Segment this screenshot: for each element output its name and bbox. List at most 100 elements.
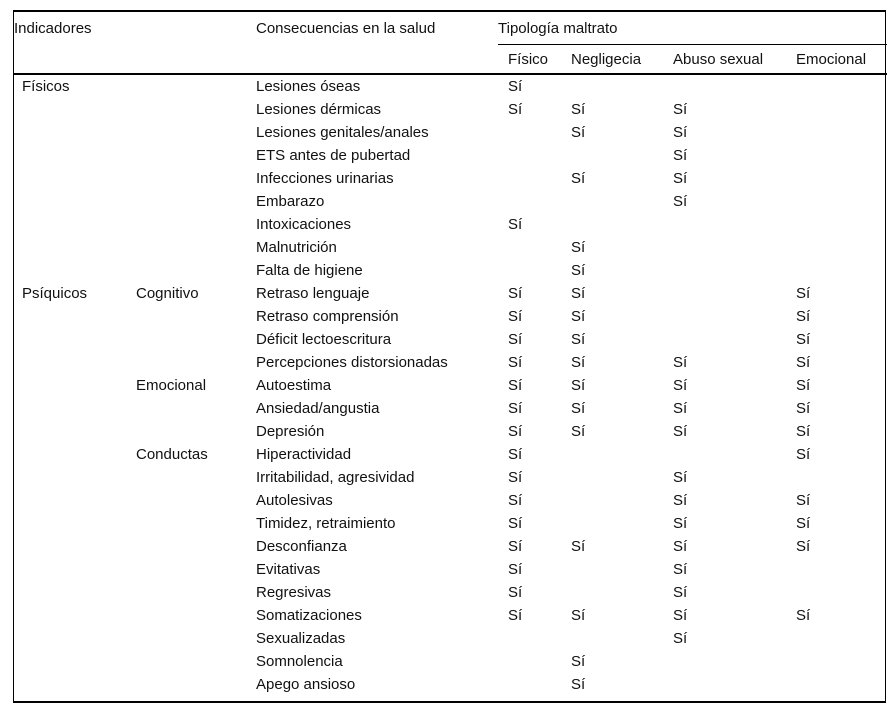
consequence-cell: Retraso comprensión (256, 308, 399, 325)
indicator-group-cell (14, 167, 136, 190)
indicator-subgroup-cell (136, 213, 256, 236)
emocional-cell (796, 144, 887, 167)
consequence-cell: Lesiones genitales/anales (256, 124, 429, 141)
indicator-group-cell (14, 627, 136, 650)
fisico-cell (498, 167, 571, 190)
table-row: Lesiones dérmicas Sí Sí Sí (14, 98, 887, 121)
fisico-cell (498, 627, 571, 650)
indicator-subgroup-cell (136, 167, 256, 190)
indicator-subgroup-cell (136, 236, 256, 259)
indicator-group-cell (14, 581, 136, 604)
indicator-group-cell (14, 512, 136, 535)
abuso-sexual-cell: Sí (673, 354, 688, 371)
indicator-group-cell (14, 443, 136, 466)
emocional-cell (796, 673, 887, 696)
emocional-cell (796, 98, 887, 121)
consequence-cell: Irritabilidad, agresividad (256, 469, 415, 486)
table-row: Malnutrición Sí (14, 236, 887, 259)
indicator-subgroup-cell (136, 489, 256, 512)
emocional-cell (796, 259, 887, 282)
consequence-cell: Percepciones distorsionadas (256, 354, 448, 371)
indicator-group-cell (14, 259, 136, 282)
abuso-sexual-cell (673, 328, 796, 351)
indicator-group-cell (14, 121, 136, 144)
indicator-subgroup-cell (136, 581, 256, 604)
negligencia-cell: Sí (571, 653, 586, 670)
emocional-cell: Sí (796, 400, 811, 417)
table-row: Lesiones genitales/anales Sí Sí (14, 121, 887, 144)
abuso-sexual-cell: Sí (673, 147, 688, 164)
abuso-sexual-cell: Sí (673, 515, 688, 532)
table-row: Depresión Sí Sí Sí Sí (14, 420, 887, 443)
header-type-emocional: Emocional (796, 44, 888, 75)
indicator-group-cell (14, 604, 136, 627)
indicator-group-cell (14, 213, 136, 236)
indicator-subgroup-cell (136, 512, 256, 535)
emocional-cell (796, 121, 887, 144)
emocional-cell: Sí (796, 354, 811, 371)
abuso-sexual-cell: Sí (673, 630, 688, 647)
table-row: Emocional Autoestima Sí Sí Sí Sí (14, 374, 887, 397)
fisico-cell: Sí (508, 354, 523, 371)
fisico-cell: Sí (508, 561, 523, 578)
header-spacer-indicadores (14, 44, 256, 75)
abuso-sexual-cell: Sí (673, 101, 688, 118)
indicator-group-cell (14, 98, 136, 121)
emocional-cell: Sí (796, 377, 811, 394)
fisico-cell: Sí (508, 400, 523, 417)
table-row: Intoxicaciones Sí (14, 213, 887, 236)
consequence-cell: Hiperactividad (256, 446, 352, 463)
negligencia-cell (571, 558, 673, 581)
consequence-cell: ETS antes de pubertad (256, 147, 411, 164)
emocional-cell (796, 190, 887, 213)
emocional-cell: Sí (796, 538, 811, 555)
negligencia-cell: Sí (571, 377, 586, 394)
negligencia-cell (571, 74, 673, 98)
indicator-subgroup-cell (136, 351, 256, 374)
indicator-subgroup-cell (136, 144, 256, 167)
indicator-subgroup-cell: Emocional (136, 377, 207, 394)
indicator-group-cell (14, 305, 136, 328)
table-row: Irritabilidad, agresividad Sí Sí (14, 466, 887, 489)
negligencia-cell (571, 512, 673, 535)
fisico-cell: Sí (508, 538, 523, 555)
emocional-cell (796, 466, 887, 489)
emocional-cell: Sí (796, 285, 811, 302)
emocional-cell: Sí (796, 446, 811, 463)
emocional-cell: Sí (796, 331, 811, 348)
header-tipologia: Tipología maltrato (498, 12, 888, 45)
consequence-cell: Evitativas (256, 561, 321, 578)
table-row: Sexualizadas Sí (14, 627, 887, 650)
abuso-sexual-cell (673, 213, 796, 236)
emocional-cell (796, 581, 887, 604)
indicator-group-cell (14, 351, 136, 374)
fisico-cell: Sí (508, 377, 523, 394)
consequence-cell: Ansiedad/angustia (256, 400, 380, 417)
consequence-cell: Desconfianza (256, 538, 347, 555)
negligencia-cell: Sí (571, 400, 586, 417)
indicator-group-cell (14, 144, 136, 167)
table-row: Percepciones distorsionadas Sí Sí Sí Sí (14, 351, 887, 374)
table-row: Ansiedad/angustia Sí Sí Sí Sí (14, 397, 887, 420)
consequence-cell: Falta de higiene (256, 262, 363, 279)
abuso-sexual-cell: Sí (673, 561, 688, 578)
indicator-subgroup-cell (136, 328, 256, 351)
negligencia-cell: Sí (571, 262, 586, 279)
abuso-sexual-cell: Sí (673, 400, 688, 417)
negligencia-cell: Sí (571, 423, 586, 440)
indicator-group-cell (14, 236, 136, 259)
indicator-subgroup-cell (136, 74, 256, 98)
indicator-subgroup-cell: Cognitivo (136, 285, 199, 302)
indicator-subgroup-cell (136, 259, 256, 282)
fisico-cell: Sí (508, 584, 523, 601)
maltrato-table: Indicadores Consecuencias en la salud Ti… (14, 12, 888, 696)
indicator-subgroup-cell (136, 98, 256, 121)
table-row: Infecciones urinarias Sí Sí (14, 167, 887, 190)
indicator-subgroup-cell (136, 673, 256, 696)
header-consecuencias: Consecuencias en la salud (256, 19, 436, 37)
abuso-sexual-cell (673, 305, 796, 328)
abuso-sexual-cell: Sí (673, 193, 688, 210)
consequence-cell: Intoxicaciones (256, 216, 352, 233)
table-row: Evitativas Sí Sí (14, 558, 887, 581)
negligencia-cell (571, 213, 673, 236)
